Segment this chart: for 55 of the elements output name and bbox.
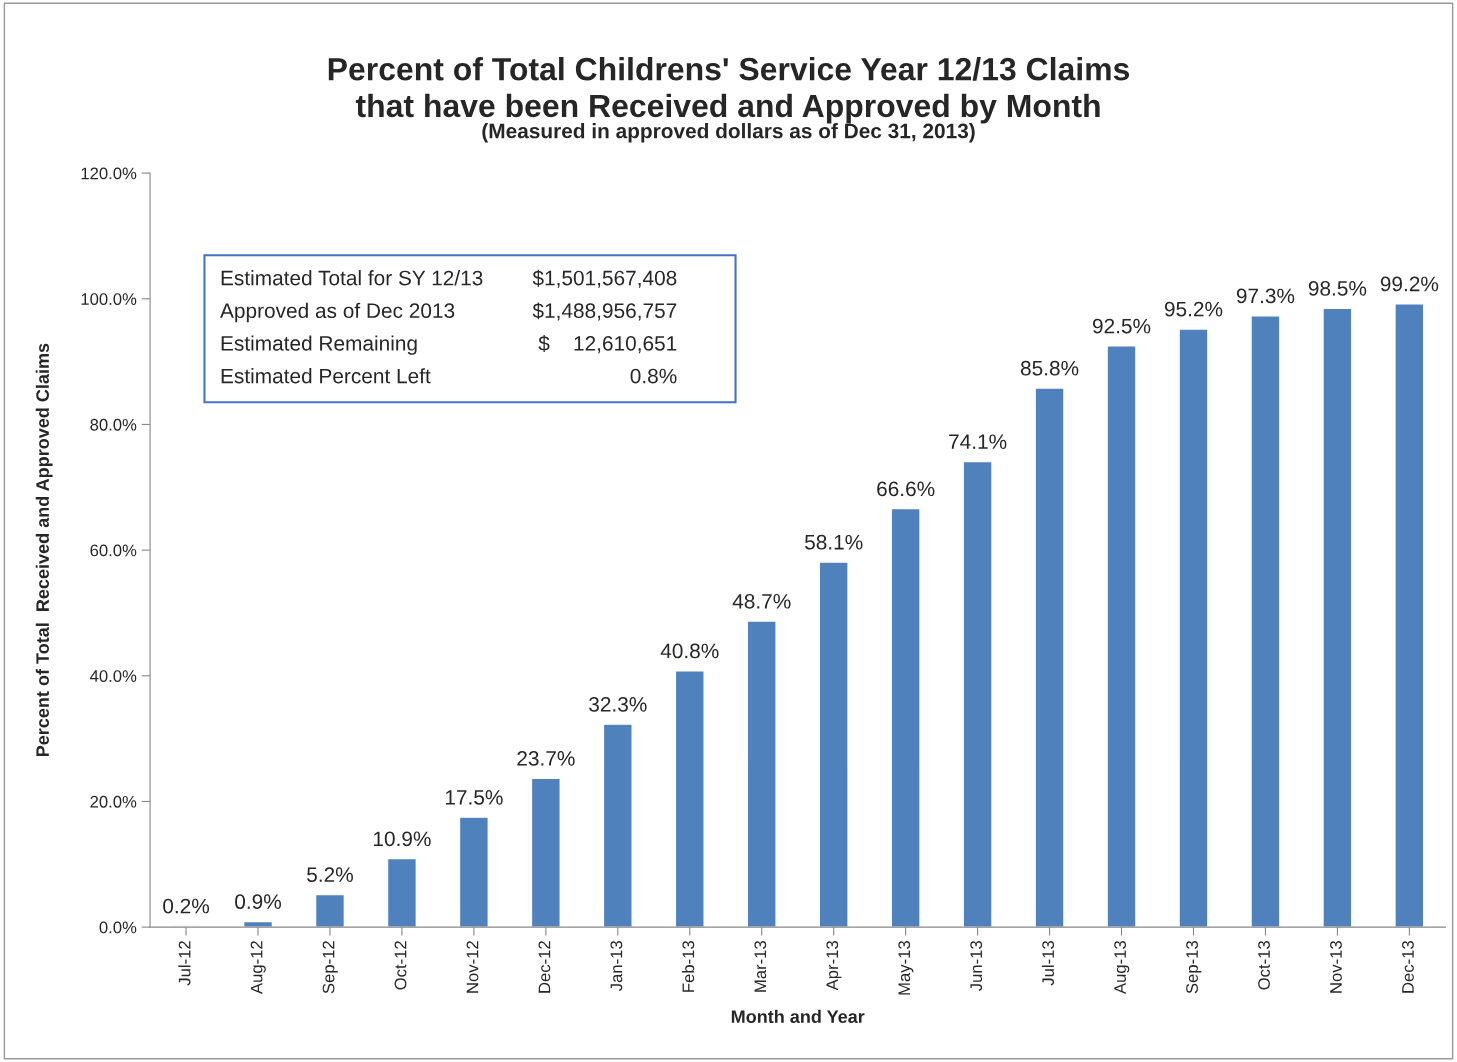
data-label: 58.1% — [804, 534, 863, 550]
x-tick-label: Jan-13 — [610, 941, 623, 992]
y-tick-label: 100.0% — [81, 293, 137, 305]
data-label: 23.7% — [517, 751, 575, 766]
annotation: Estimated Remaining — [221, 335, 417, 355]
data-label: 74.1% — [949, 434, 1007, 449]
y-tick-label: 40.0% — [90, 670, 137, 682]
data-label: 10.9% — [373, 831, 431, 847]
x-tick-label: Oct-13 — [1258, 941, 1270, 990]
data-label: 0.2% — [163, 898, 210, 914]
x-tick-label: Oct-12 — [394, 941, 407, 990]
x-tick-label: Jul-12 — [178, 941, 191, 986]
y-tick-label: 120.0% — [81, 167, 137, 180]
annotation: $1,501,567,408 — [532, 269, 677, 288]
data-label: 95.2% — [1164, 301, 1223, 317]
x-tick-label: Mar-13 — [754, 941, 767, 992]
x-tick-label: Aug-12 — [250, 941, 266, 995]
data-label: 85.8% — [1020, 360, 1079, 376]
x-tick-label: Dec-12 — [538, 941, 551, 993]
y-axis-title: Percent of Total Received and Approved Claims — [35, 343, 53, 757]
x-tick-label: May-13 — [898, 941, 914, 995]
x-tick-label: Jul-13 — [1041, 941, 1055, 986]
x-tick-label: Aug-13 — [1114, 941, 1130, 995]
y-tick-label: 20.0% — [90, 795, 137, 808]
y-tick-label: 80.0% — [90, 418, 137, 431]
x-tick-label: Sep-12 — [322, 941, 338, 994]
chart-title: Percent of Total Childrens' Service Year 12/13 Claims that have been Received and Approved by Month — [328, 57, 1130, 124]
data-label: 98.5% — [1308, 281, 1367, 296]
x-tick-label: Jun-13 — [970, 941, 983, 992]
data-label: 5.2% — [307, 867, 353, 882]
x-tick-label: Apr-13 — [826, 941, 842, 991]
data-label: 66.6% — [877, 481, 935, 497]
x-tick-label: Sep-13 — [1186, 941, 1202, 994]
y-tick-label: 0.0% — [99, 921, 137, 934]
annotation: Estimated Total for SY 12/13 — [221, 270, 483, 286]
chart-subtitle: (Measured in approved dollars as of Dec 31, 2013) — [482, 123, 975, 143]
data-label: 17.5% — [445, 790, 503, 805]
data-label: 32.3% — [589, 696, 647, 712]
x-tick-label: Nov-13 — [1330, 941, 1342, 993]
data-label: 40.8% — [660, 643, 719, 659]
x-tick-label: Feb-13 — [682, 941, 695, 992]
data-label: 97.3% — [1236, 288, 1295, 304]
data-label: 99.2% — [1380, 276, 1439, 292]
annotation: $1,488,956,757 — [532, 302, 677, 321]
annotation: Estimated Percent Left — [221, 368, 431, 384]
annotation: Approved as of Dec 2013 — [220, 302, 455, 323]
data-label: 48.7% — [732, 593, 791, 609]
data-label: 0.9% — [235, 894, 282, 910]
annotation: $ 12,610,651 — [538, 335, 677, 354]
x-tick-label: Dec-13 — [1402, 941, 1414, 993]
data-label: 92.5% — [1092, 318, 1151, 334]
y-tick-label: 60.0% — [90, 544, 137, 557]
annotation: 0.8% — [630, 368, 677, 384]
x-axis-title: Month and Year — [731, 1009, 865, 1024]
x-tick-label: Nov-12 — [466, 941, 479, 993]
